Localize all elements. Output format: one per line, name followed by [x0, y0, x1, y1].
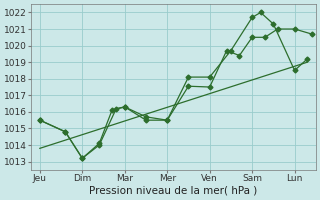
X-axis label: Pression niveau de la mer( hPa ): Pression niveau de la mer( hPa ) — [90, 186, 258, 196]
